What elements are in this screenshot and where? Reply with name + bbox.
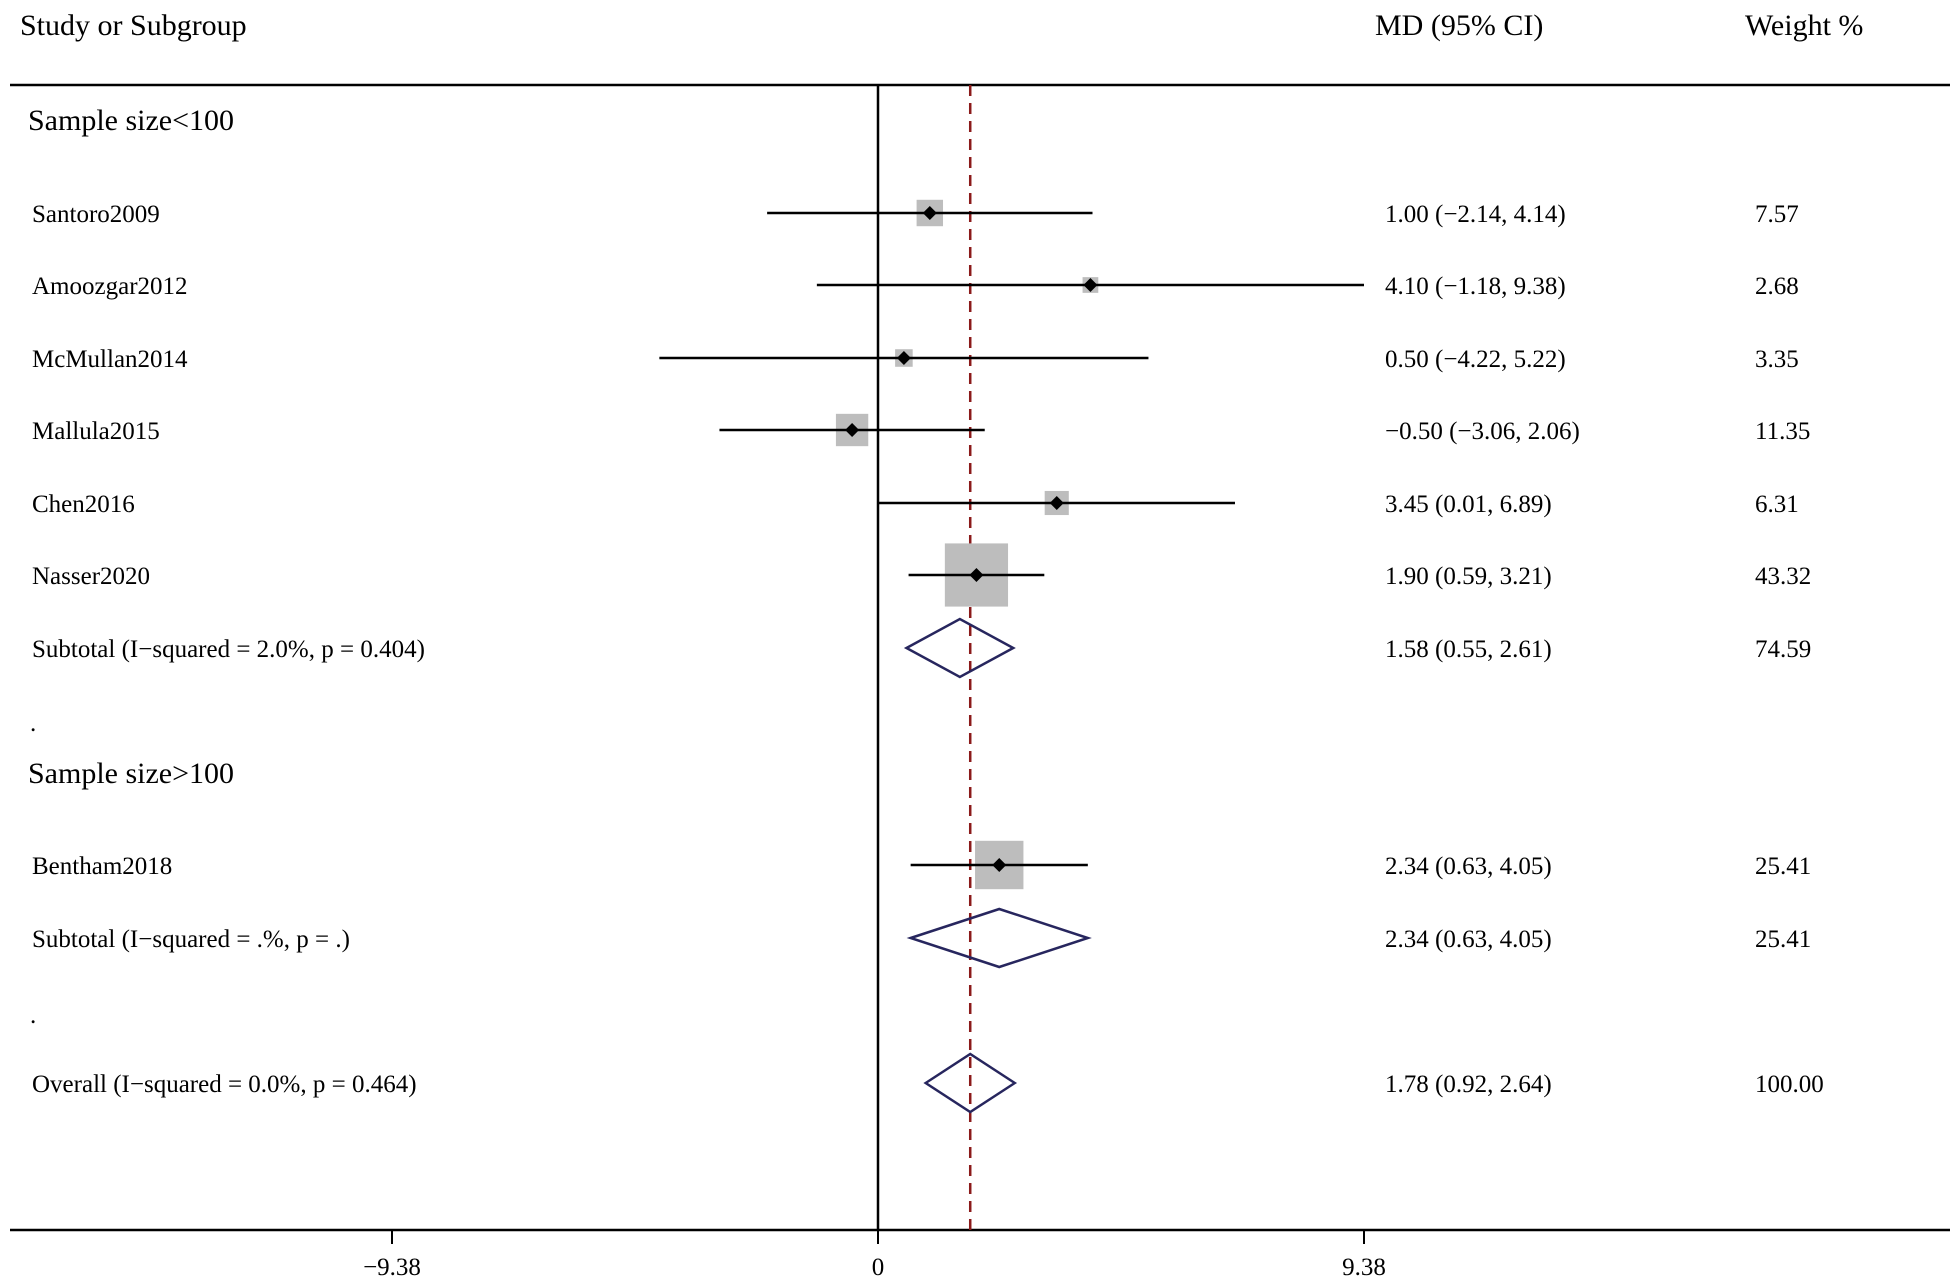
study-label: Santoro2009 [32, 201, 160, 228]
effect-ci-text: 1.00 (−2.14, 4.14) [1385, 201, 1566, 228]
point-estimate [896, 351, 911, 365]
pooled-diamond [903, 617, 1016, 679]
weight-text: 6.31 [1755, 491, 1799, 518]
study-label: McMullan2014 [32, 346, 188, 373]
weight-text: 43.32 [1755, 563, 1811, 590]
pooled-diamond [906, 907, 1092, 969]
study-label: Nasser2020 [32, 563, 150, 590]
weight-text: 74.59 [1755, 636, 1811, 663]
x-tick-label: 9.38 [1342, 1254, 1386, 1281]
effect-ci-text: 2.34 (0.63, 4.05) [1385, 926, 1552, 953]
point-estimate [845, 423, 860, 437]
point-estimate [992, 858, 1007, 872]
pooled-diamond [923, 1052, 1018, 1114]
spacer-dot: . [30, 710, 36, 737]
effect-ci-text: −0.50 (−3.06, 2.06) [1385, 418, 1580, 445]
point-estimate [1049, 496, 1064, 510]
point-estimate [969, 568, 984, 582]
subgroup-heading: Sample size<100 [28, 104, 234, 137]
effect-ci-text: 3.45 (0.01, 6.89) [1385, 491, 1552, 518]
spacer-dot: . [30, 1002, 36, 1029]
pooled-label: Subtotal (I−squared = 2.0%, p = 0.404) [32, 636, 425, 663]
header-study: Study or Subgroup [20, 9, 247, 42]
point-estimate [1083, 278, 1098, 292]
study-label: Bentham2018 [32, 853, 172, 880]
weight-text: 2.68 [1755, 273, 1799, 300]
effect-ci-text: 0.50 (−4.22, 5.22) [1385, 346, 1566, 373]
study-label: Chen2016 [32, 491, 135, 518]
weight-text: 7.57 [1755, 201, 1799, 228]
point-estimate [922, 206, 937, 220]
effect-ci-text: 2.34 (0.63, 4.05) [1385, 853, 1552, 880]
study-label: Mallula2015 [32, 418, 160, 445]
header-effect: MD (95% CI) [1375, 9, 1543, 42]
effect-ci-text: 1.90 (0.59, 3.21) [1385, 563, 1552, 590]
weight-text: 25.41 [1755, 926, 1811, 953]
subgroup-heading: Sample size>100 [28, 757, 234, 790]
weight-text: 25.41 [1755, 853, 1811, 880]
header-weight: Weight % [1745, 9, 1863, 42]
x-tick-label: −9.38 [363, 1254, 421, 1281]
weight-text: 11.35 [1755, 418, 1810, 445]
effect-ci-text: 4.10 (−1.18, 9.38) [1385, 273, 1566, 300]
pooled-label: Subtotal (I−squared = .%, p = .) [32, 926, 350, 953]
x-tick-label: 0 [872, 1254, 885, 1281]
weight-text: 3.35 [1755, 346, 1799, 373]
pooled-label: Overall (I−squared = 0.0%, p = 0.464) [32, 1071, 417, 1098]
weight-text: 100.00 [1755, 1071, 1824, 1098]
effect-ci-text: 1.78 (0.92, 2.64) [1385, 1071, 1552, 1098]
study-label: Amoozgar2012 [32, 273, 188, 300]
effect-ci-text: 1.58 (0.55, 2.61) [1385, 636, 1552, 663]
